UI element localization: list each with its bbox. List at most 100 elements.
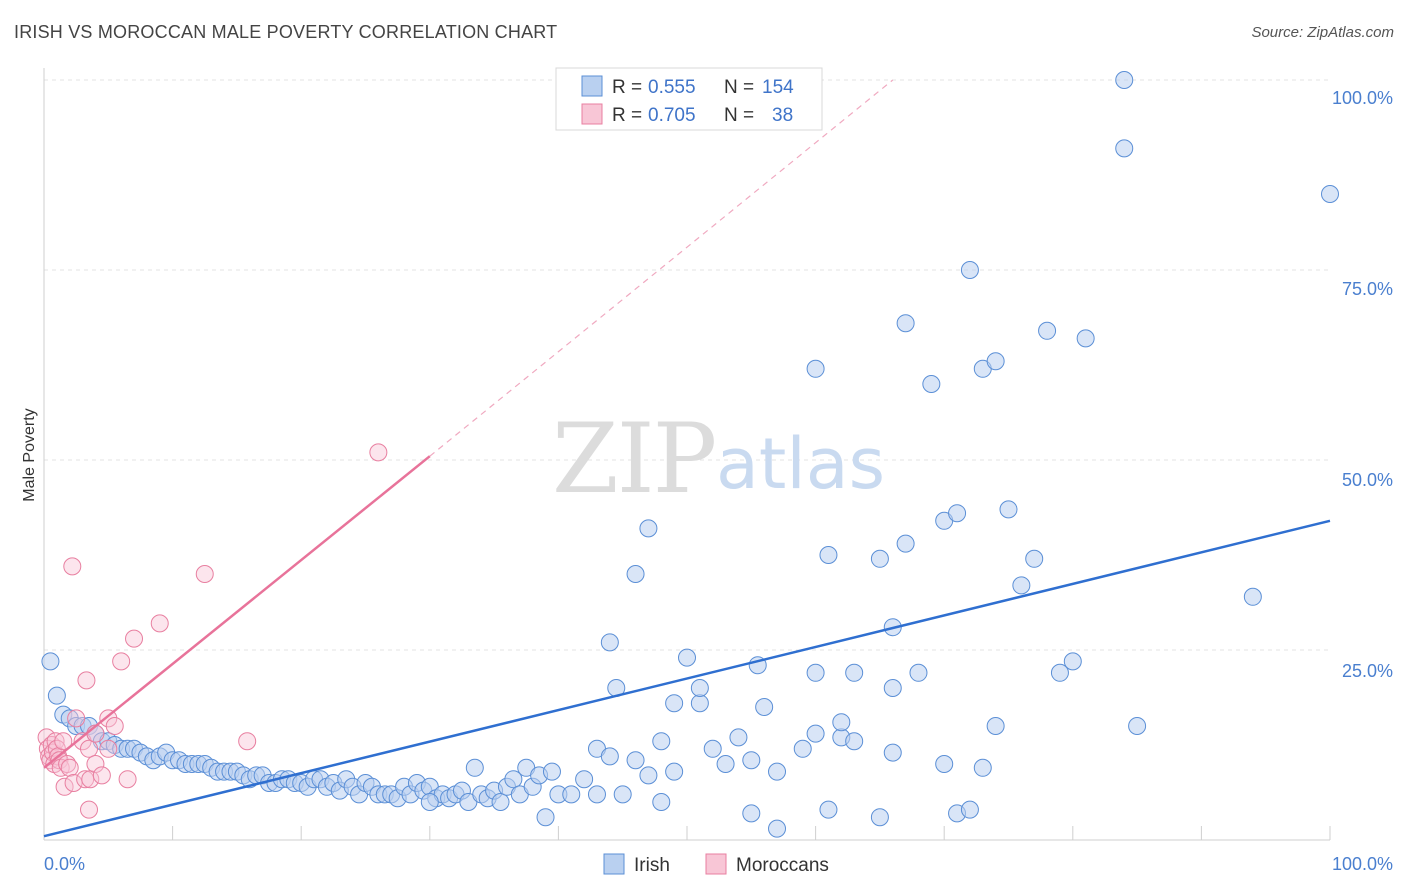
y-tick-75: 75.0% xyxy=(1342,279,1393,299)
irish-point xyxy=(870,808,889,827)
bottom-legend-swatch-moroccans xyxy=(705,853,727,875)
irish-point xyxy=(1115,71,1134,89)
x-tick-0: 0.0% xyxy=(44,854,85,874)
watermark-zip: ZIP xyxy=(552,403,715,515)
irish-point xyxy=(665,762,684,781)
irish-point xyxy=(1025,549,1044,568)
trend-line-irish xyxy=(43,519,1331,838)
irish-point xyxy=(1115,139,1134,158)
irish-point xyxy=(1063,652,1082,671)
moroccan-point xyxy=(80,739,99,758)
moroccan-point xyxy=(238,732,257,751)
irish-point xyxy=(999,500,1018,519)
irish-point xyxy=(1050,663,1069,682)
irish-point xyxy=(600,747,619,766)
trend-line-moroccans xyxy=(43,455,431,769)
irish-point xyxy=(793,739,812,758)
legend-swatch-irish xyxy=(581,75,603,97)
irish-point xyxy=(575,770,594,789)
irish-point xyxy=(626,751,645,770)
irish-point xyxy=(935,755,954,773)
bottom-legend-swatch-irish xyxy=(603,853,625,875)
chart-title: IRISH VS MOROCCAN MALE POVERTY CORRELATI… xyxy=(14,22,558,42)
moroccan-point xyxy=(105,717,124,735)
irish-point xyxy=(626,565,645,583)
irish-point xyxy=(806,724,825,743)
legend-r-value-irish: 0.555 xyxy=(648,77,696,98)
trend-line-moroccans-extension xyxy=(429,79,894,457)
watermark-atlas: atlas xyxy=(716,423,885,505)
irish-point xyxy=(690,694,709,713)
irish-point xyxy=(1038,321,1057,340)
irish-point xyxy=(652,793,671,811)
irish-point xyxy=(960,800,979,819)
moroccan-point xyxy=(92,766,111,785)
irish-point xyxy=(806,663,825,682)
irish-point xyxy=(948,504,967,523)
moroccan-point xyxy=(112,652,131,671)
irish-point xyxy=(870,549,889,568)
irish-point xyxy=(883,743,902,762)
irish-point xyxy=(665,694,684,713)
source-label: Source: ZipAtlas.com xyxy=(1251,24,1394,41)
irish-point xyxy=(768,762,787,781)
moroccan-point xyxy=(99,709,118,728)
moroccan-point xyxy=(86,755,105,773)
moroccan-point xyxy=(369,443,388,462)
legend-swatch-moroccans xyxy=(581,103,603,125)
irish-point xyxy=(742,751,761,770)
irish-point xyxy=(690,679,709,697)
moroccan-point xyxy=(118,770,137,789)
irish-point xyxy=(491,793,510,811)
legend-r-label-irish: R = xyxy=(612,77,642,98)
moroccan-point xyxy=(125,629,144,648)
irish-point xyxy=(678,648,696,667)
moroccan-point xyxy=(195,565,214,583)
moroccan-point xyxy=(63,557,82,576)
bottom-legend: Irish Moroccans xyxy=(603,853,829,876)
irish-point xyxy=(986,352,1005,371)
irish-point xyxy=(652,732,671,751)
legend-n-value-moroccans: 38 xyxy=(772,105,793,126)
irish-point xyxy=(896,314,915,333)
irish-point xyxy=(47,686,66,705)
irish-point xyxy=(1321,185,1339,203)
irish-point xyxy=(562,785,581,804)
irish-point xyxy=(755,698,774,716)
moroccan-point xyxy=(80,800,99,819)
irish-point xyxy=(1128,717,1147,735)
legend: R = 0.555 N = 154 R = 0.705 N = 38 xyxy=(555,67,823,131)
irish-point xyxy=(896,534,915,553)
irish-point xyxy=(600,633,619,652)
irish-point xyxy=(1243,587,1262,606)
irish-point xyxy=(806,359,825,378)
irish-point xyxy=(536,808,555,827)
moroccan-point xyxy=(60,758,79,777)
legend-n-label-irish: N = xyxy=(724,77,754,98)
irish-point xyxy=(922,375,941,393)
irish-point xyxy=(845,732,864,751)
irish-point xyxy=(716,755,735,773)
irish-point xyxy=(883,679,902,697)
series-irish xyxy=(41,71,1339,838)
irish-point xyxy=(742,804,761,823)
bottom-legend-label-irish: Irish xyxy=(634,855,670,876)
x-ticks xyxy=(43,826,1331,840)
moroccan-point xyxy=(54,732,73,751)
irish-point xyxy=(542,762,561,781)
y-axis-label: Male Poverty xyxy=(21,408,38,501)
moroccan-point xyxy=(99,739,118,758)
legend-r-label-moroccans: R = xyxy=(612,105,642,126)
irish-point xyxy=(587,785,606,804)
bottom-legend-label-moroccans: Moroccans xyxy=(736,855,829,876)
irish-point xyxy=(639,766,658,785)
irish-point xyxy=(845,663,864,682)
irish-point xyxy=(973,758,992,777)
irish-point xyxy=(729,728,748,747)
irish-point xyxy=(986,717,1005,735)
moroccan-point xyxy=(46,732,65,751)
y-tick-50: 50.0% xyxy=(1342,470,1393,490)
grid xyxy=(44,79,1330,651)
x-tick-100: 100.0% xyxy=(1332,854,1393,874)
